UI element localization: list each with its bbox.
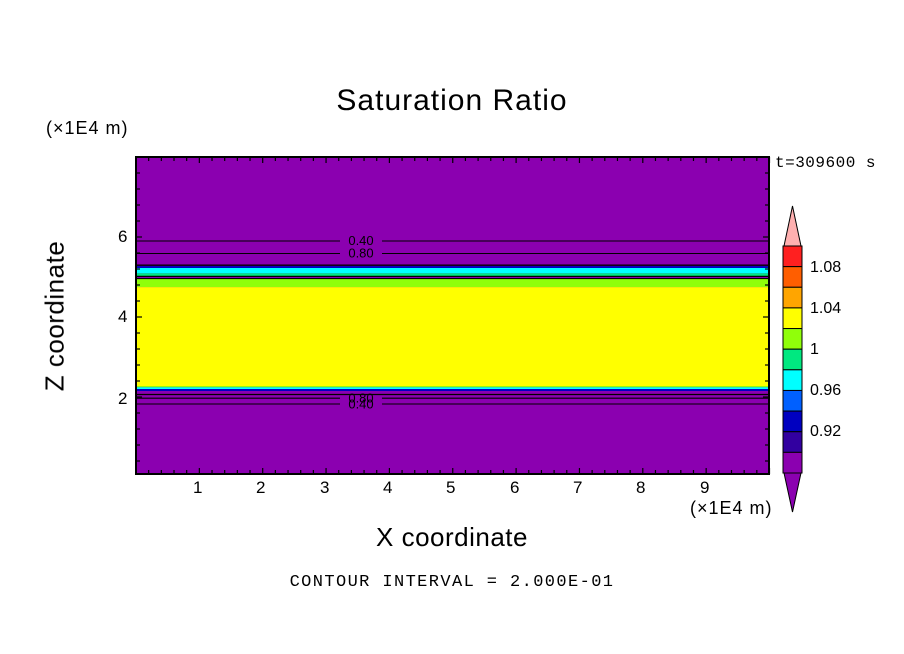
svg-text:0.96: 0.96 (810, 382, 841, 399)
svg-text:0.40: 0.40 (348, 397, 373, 412)
svg-text:1: 1 (810, 341, 819, 358)
svg-text:1.08: 1.08 (810, 259, 841, 276)
svg-text:0.92: 0.92 (810, 423, 841, 440)
svg-text:0.80: 0.80 (348, 246, 373, 261)
svg-text:1.04: 1.04 (810, 300, 841, 317)
